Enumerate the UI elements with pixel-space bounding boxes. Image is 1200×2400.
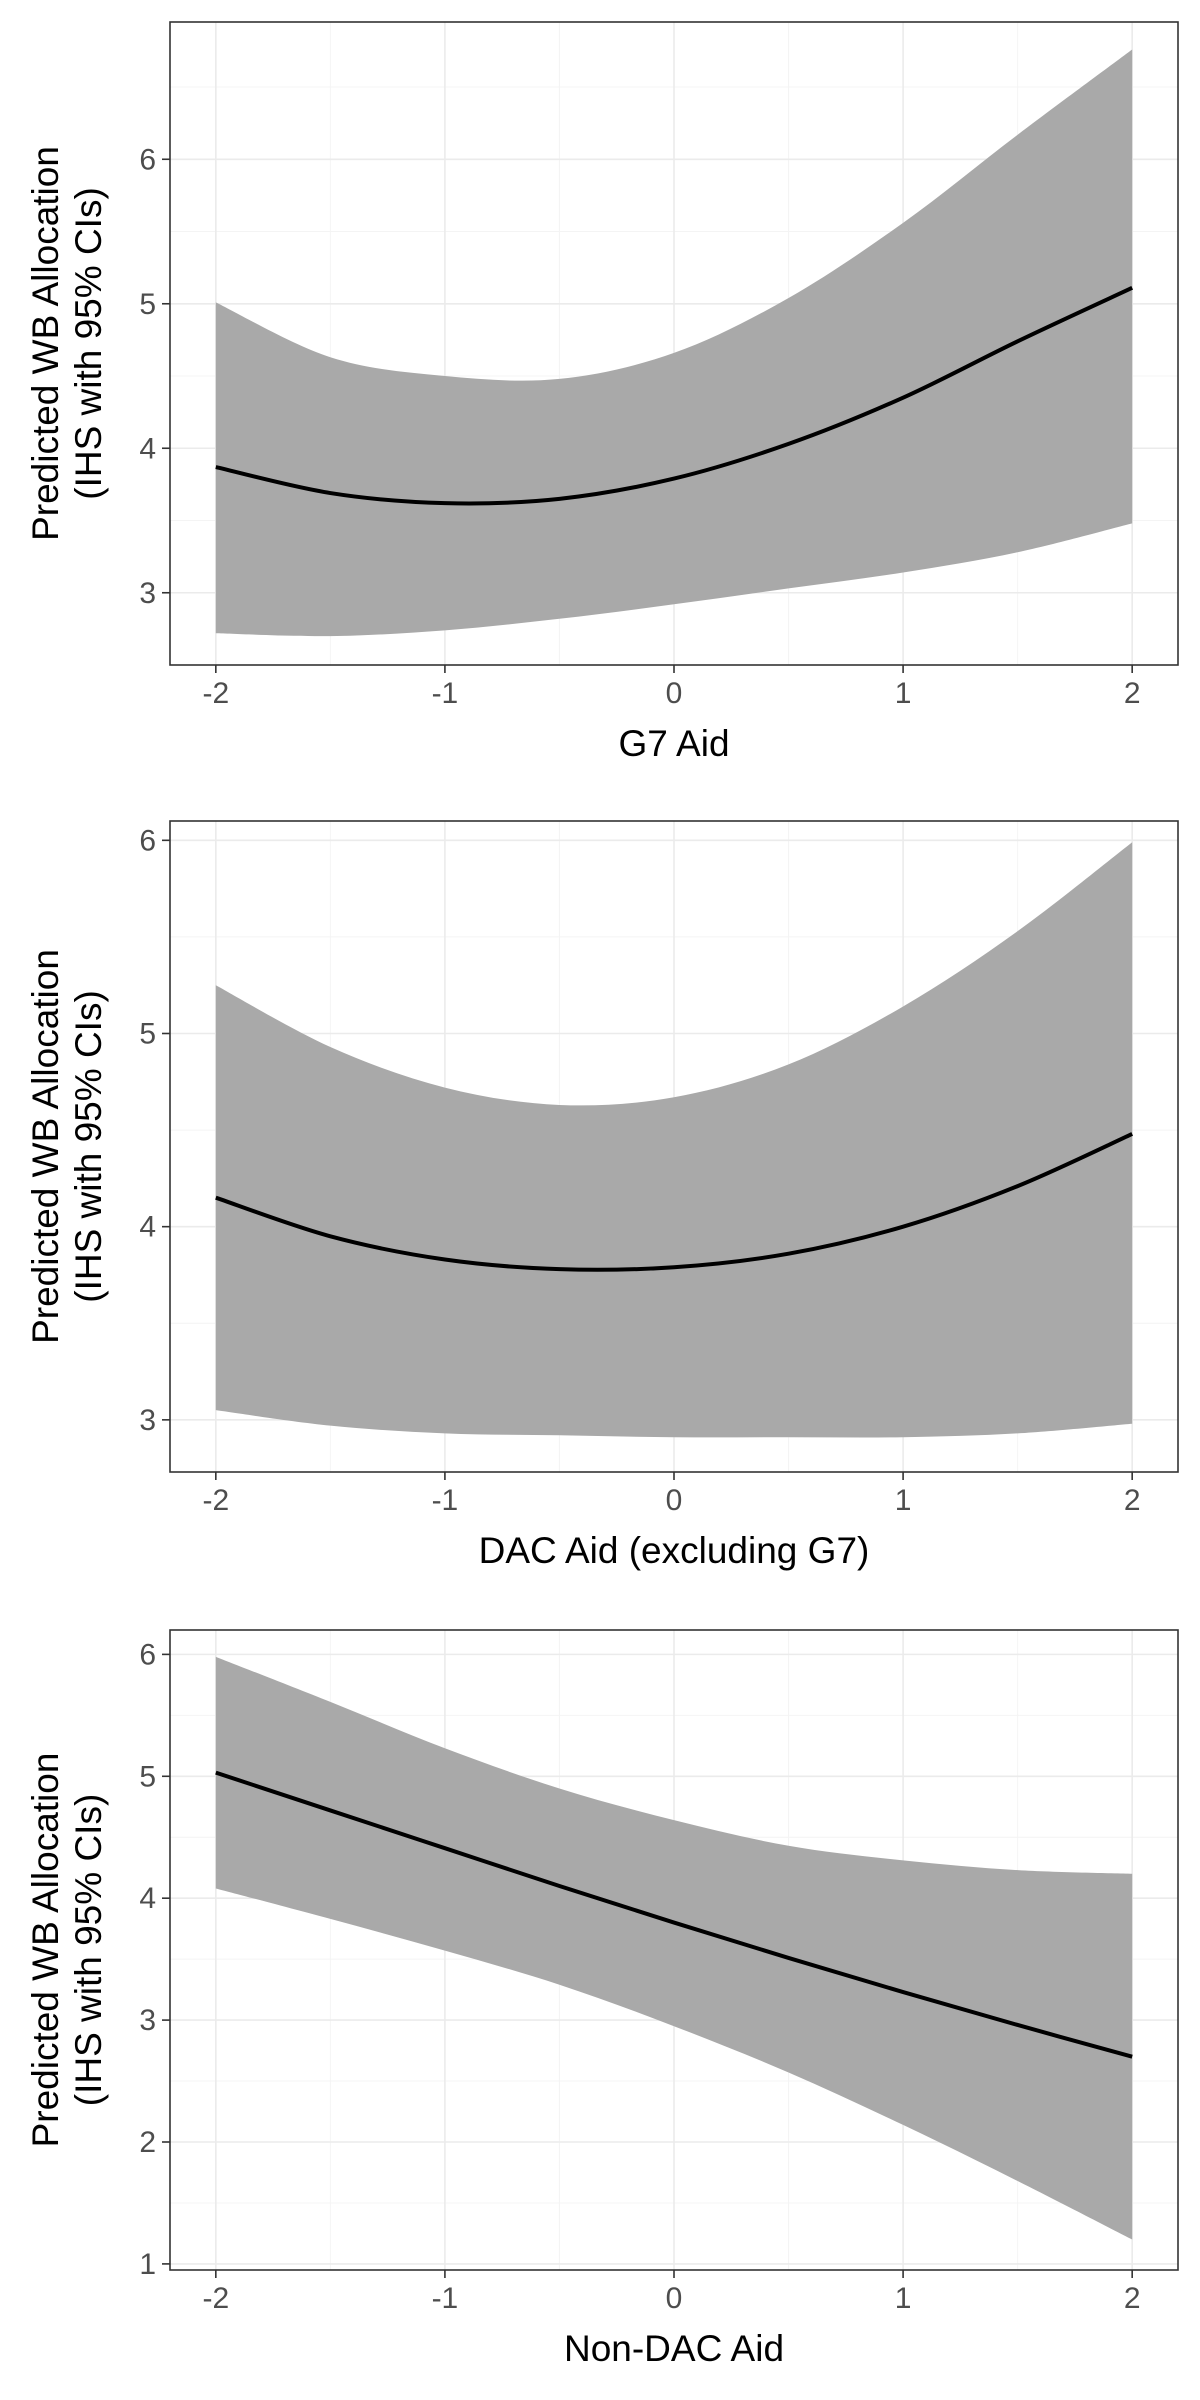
panel-2-y-tick-label: 5 [139,1017,156,1050]
panel-3-y-tick-label: 4 [139,1882,156,1915]
panel-3-y-tick-label: 2 [139,2126,156,2159]
panel-2-prediction-line [215,1132,1134,1272]
panel-2-x-tick-label: 1 [895,1484,912,1517]
panel-2-y-axis-title-line-2: (IHS with 95% CIs) [68,990,109,1303]
panel-1: -2 -1 0 1 2 3 4 5 6 G7 Aid Predicted WB Allocation… [25,21,1179,764]
panel-3-y-tick-label: 1 [139,2248,156,2281]
panel-3-y-tick-label: 3 [139,2004,156,2037]
panel-3-prediction-line [215,1770,1133,2059]
panel-1-confidence-band [215,49,1133,637]
panel-3-x-axis-title: Non-DAC Aid [564,2328,784,2369]
panel-2-y-tick-label: 4 [139,1211,156,1244]
panel-1-prediction-line [215,286,1134,506]
panel-1-y-axis-title: Predicted WB Allocation(IHS with 95% CIs… [25,146,109,541]
panel-1-x-axis-title: G7 Aid [618,723,729,764]
panel-2-y-axis-title-line-1: Predicted WB Allocation [25,949,66,1344]
panel-2-y-tick-label: 3 [139,1404,156,1437]
panel-1-x-tick-label: 1 [895,677,912,710]
panel-3-y-axis-title-line-1: Predicted WB Allocation [25,1753,66,2148]
panel-1-x-tick-label: 2 [1124,677,1141,710]
panel-2-x-tick-label: -1 [432,1484,459,1517]
panel-1-x-tick-label: -2 [202,677,229,710]
panel-2-confidence-band [215,842,1133,1438]
panel-3-y-tick-label: 5 [139,1760,156,1793]
panel-1-x-tick-label: -1 [432,677,459,710]
panel-3-x-tick-label: -2 [202,2282,229,2315]
panel-3-confidence-band [215,1656,1133,2240]
panel-1-y-tick-label: 4 [139,432,156,465]
panel-2-x-tick-label: -2 [202,1484,229,1517]
panel-2: -2 -1 0 1 2 3 4 5 6 DAC Aid (excluding G7) Predict… [25,820,1179,1571]
panel-1-y-axis-title-line-1: Predicted WB Allocation [25,146,66,541]
panel-3-x-tick-label: 2 [1124,2282,1141,2315]
panel-2-y-axis-title: Predicted WB Allocation(IHS with 95% CIs… [25,949,109,1344]
panel-1-y-tick-label: 5 [139,288,156,321]
panel-3-y-axis-title-line-2: (IHS with 95% CIs) [68,1794,109,2107]
panel-3-x-tick-label: 0 [666,2282,683,2315]
panel-1-y-tick-label: 6 [139,143,156,176]
panel-2-x-tick-label: 0 [666,1484,683,1517]
panel-3-x-tick-label: -1 [432,2282,459,2315]
panel-2-x-tick-label: 2 [1124,1484,1141,1517]
panel-3: -2 -1 0 1 2 1 2 3 4 5 6 Non-DAC Aid Predicted WB All… [25,1629,1179,2369]
panel-2-y-tick-label: 6 [139,824,156,857]
panel-3-y-axis-title: Predicted WB Allocation(IHS with 95% CIs… [25,1753,109,2148]
panel-1-y-tick-label: 3 [139,577,156,610]
panel-3-y-tick-label: 6 [139,1638,156,1671]
panel-1-x-tick-label: 0 [666,677,683,710]
panel-1-y-axis-title-line-2: (IHS with 95% CIs) [68,187,109,500]
panel-3-x-tick-label: 1 [895,2282,912,2315]
panel-2-x-axis-title: DAC Aid (excluding G7) [479,1530,870,1571]
